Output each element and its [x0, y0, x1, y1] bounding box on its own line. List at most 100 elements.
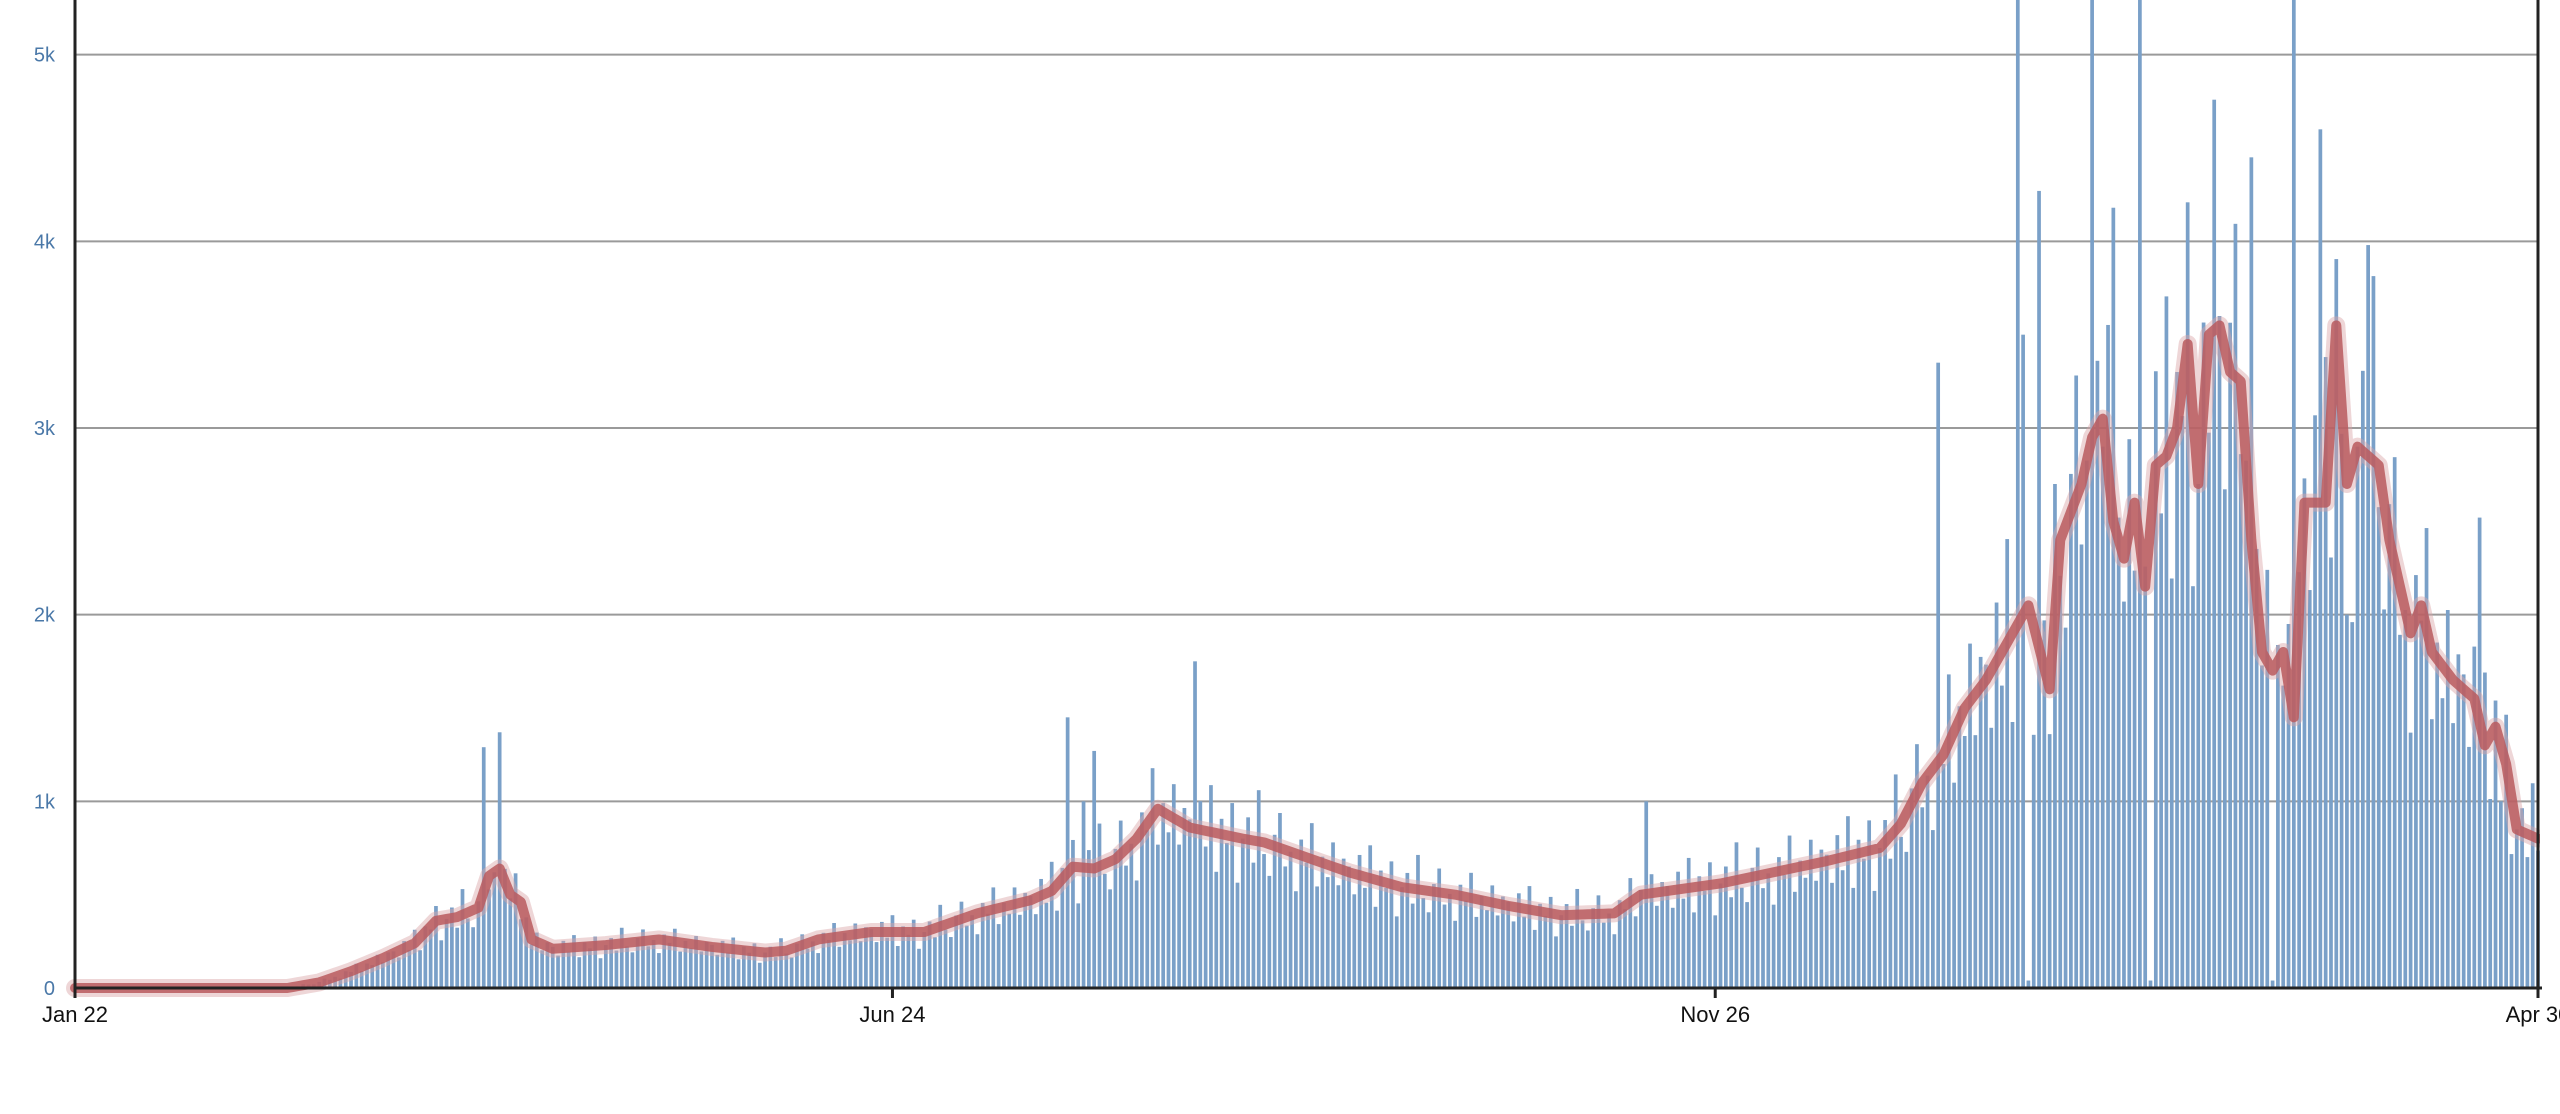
- bar: [2376, 507, 2381, 988]
- bar: [2345, 614, 2349, 988]
- x-tick-label: Apr 30: [2506, 1002, 2560, 1027]
- bar: [2318, 129, 2323, 988]
- bar: [858, 941, 863, 988]
- bar: [2424, 528, 2429, 988]
- bar: [2138, 0, 2142, 989]
- bar: [444, 918, 449, 988]
- bar: [550, 946, 555, 988]
- bar: [2084, 460, 2089, 988]
- bar: [497, 732, 502, 988]
- bar: [2286, 624, 2291, 988]
- bars: [290, 0, 2540, 989]
- bar: [1936, 362, 1941, 988]
- bar: [970, 915, 974, 988]
- bar: [1437, 868, 1442, 988]
- bar: [1373, 906, 1378, 988]
- bar: [2398, 634, 2402, 988]
- bar: [481, 747, 486, 988]
- bar: [2276, 645, 2280, 988]
- bar: [1840, 870, 1845, 988]
- bar: [1899, 836, 1903, 988]
- bar: [2509, 854, 2514, 988]
- bar: [1867, 820, 1872, 988]
- bar: [2058, 575, 2063, 988]
- bar: [1612, 934, 1617, 988]
- bar: [1856, 839, 1861, 988]
- bar: [396, 957, 401, 988]
- bar: [529, 944, 534, 988]
- bar: [375, 954, 380, 988]
- bar: [1378, 870, 1383, 988]
- bar: [1511, 921, 1516, 988]
- bar: [1145, 830, 1150, 988]
- bar: [1957, 706, 1962, 988]
- bar: [1331, 842, 1335, 988]
- bar: [1941, 764, 1946, 988]
- bar: [1490, 885, 1495, 988]
- bar: [2069, 473, 2073, 988]
- bar: [1962, 736, 1967, 988]
- bar: [1426, 912, 1431, 988]
- bar: [1681, 898, 1686, 988]
- bar: [678, 951, 682, 988]
- bar: [1267, 875, 1272, 988]
- bar: [943, 929, 948, 988]
- bar: [1607, 913, 1611, 988]
- bar: [747, 952, 751, 988]
- bar: [2175, 372, 2179, 988]
- bar: [1081, 801, 1086, 988]
- bar: [2047, 734, 2052, 988]
- bar: [1883, 820, 1887, 988]
- bar: [2493, 700, 2498, 988]
- bar: [667, 942, 672, 988]
- bar: [465, 918, 470, 988]
- bar: [2185, 202, 2190, 988]
- bar: [1187, 819, 1192, 988]
- bar: [933, 937, 937, 988]
- bar: [1787, 835, 1792, 988]
- bar: [1416, 854, 1420, 988]
- bar: [439, 940, 444, 988]
- bar: [402, 941, 406, 988]
- bar: [2440, 698, 2445, 988]
- bar: [2100, 446, 2105, 988]
- bar: [582, 942, 587, 988]
- bar: [1830, 882, 1834, 988]
- bar: [720, 940, 725, 988]
- bar: [1628, 878, 1633, 988]
- bar: [1904, 851, 1909, 988]
- bar: [524, 917, 529, 988]
- bar: [2201, 322, 2206, 988]
- bar: [619, 927, 624, 988]
- bar: [2090, 0, 2094, 989]
- bar: [795, 943, 799, 988]
- bar: [2015, 0, 2020, 989]
- bar: [1909, 788, 1914, 988]
- bar: [1915, 744, 1919, 988]
- bar: [1028, 895, 1033, 988]
- bar: [1665, 886, 1670, 988]
- bar: [2281, 685, 2286, 988]
- bar: [1660, 882, 1664, 988]
- bar: [1108, 889, 1112, 988]
- bar: [572, 935, 576, 988]
- bar: [1065, 717, 1070, 988]
- bar: [890, 915, 895, 988]
- bar: [566, 951, 571, 988]
- bar: [821, 932, 826, 988]
- bar: [1124, 865, 1128, 988]
- bar: [1994, 602, 1999, 988]
- bar: [503, 868, 507, 988]
- bar: [1410, 903, 1415, 988]
- bar: [757, 962, 762, 988]
- bar: [2207, 432, 2211, 988]
- bar: [922, 932, 927, 988]
- bar: [1697, 876, 1702, 988]
- bar: [837, 946, 842, 988]
- bar: [1649, 874, 1654, 988]
- bar: [471, 927, 475, 988]
- bar: [1325, 877, 1330, 988]
- bar: [545, 942, 550, 988]
- bar: [2408, 732, 2413, 988]
- bar: [2472, 646, 2477, 988]
